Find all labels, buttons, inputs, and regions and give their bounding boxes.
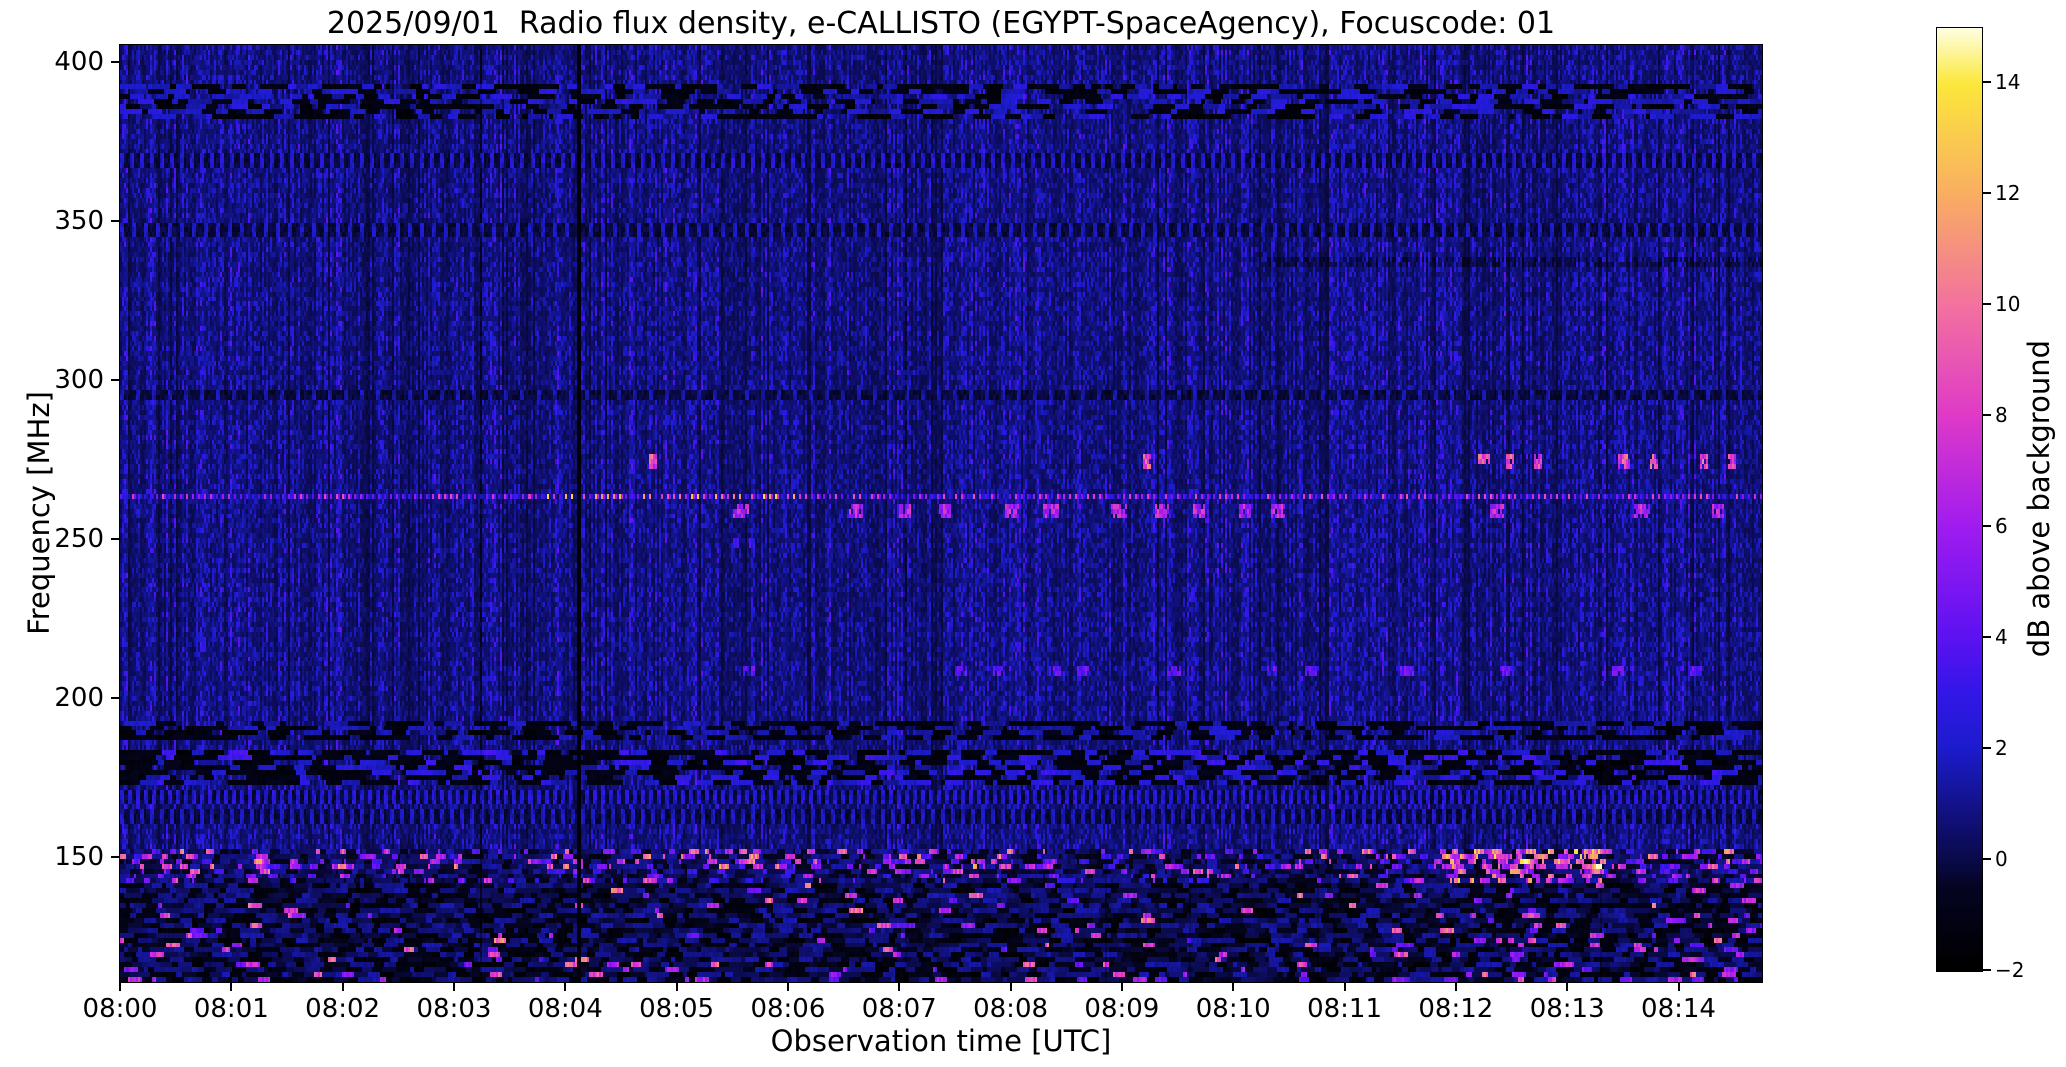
x-tick-label: 08:05 (639, 994, 715, 1024)
x-axis-label: Observation time [UTC] (770, 1024, 1112, 1058)
colorbar-tick (1983, 858, 1991, 861)
y-tick (111, 219, 120, 222)
x-tick (452, 982, 455, 991)
y-tick-label: 250 (54, 523, 104, 554)
x-tick (1009, 982, 1012, 991)
x-tick-label: 08:09 (1084, 994, 1160, 1024)
colorbar-tick-label: 2 (1995, 736, 2008, 761)
x-tick-label: 08:00 (82, 994, 158, 1024)
x-tick-label: 08:02 (305, 994, 381, 1024)
colorbar-tick (1983, 636, 1991, 639)
colorbar-tick-label: 6 (1995, 514, 2008, 539)
x-tick (119, 982, 121, 991)
plot-area (119, 44, 1763, 983)
x-tick-label: 08:04 (527, 994, 603, 1024)
colorbar-tick-label: 12 (1995, 181, 2021, 206)
x-tick-label: 08:14 (1641, 994, 1716, 1024)
colorbar (1936, 27, 1983, 972)
x-tick (341, 982, 344, 991)
colorbar-tick (1983, 525, 1991, 528)
x-tick (1120, 982, 1123, 991)
colorbar-tick-label: 4 (1995, 625, 2008, 650)
colorbar-tick-label: 14 (1995, 70, 2021, 95)
y-tick (111, 537, 120, 540)
x-tick-label: 08:03 (416, 994, 492, 1024)
x-tick (1343, 982, 1346, 991)
colorbar-tick-label: 0 (1995, 847, 2008, 872)
x-tick-label: 08:07 (861, 994, 937, 1024)
colorbar-tick (1983, 414, 1991, 417)
x-tick (1566, 982, 1569, 991)
x-tick (1232, 982, 1235, 991)
y-tick (111, 60, 120, 63)
x-tick (230, 982, 233, 991)
y-tick-label: 350 (54, 205, 104, 236)
x-tick (1677, 982, 1680, 991)
colorbar-tick (1983, 303, 1991, 306)
y-tick-label: 150 (54, 841, 104, 872)
x-tick (564, 982, 567, 991)
x-tick-label: 08:13 (1529, 994, 1605, 1024)
colorbar-tick (1983, 81, 1991, 84)
y-tick-label: 300 (54, 364, 104, 395)
colorbar-label: dB above background (2022, 339, 2056, 658)
y-tick-label: 400 (54, 46, 104, 77)
y-axis-label: Frequency [MHz] (22, 391, 56, 635)
x-tick-label: 08:11 (1307, 994, 1382, 1024)
x-tick-label: 08:01 (193, 994, 269, 1024)
colorbar-tick-label: −2 (1995, 958, 2025, 982)
colorbar-canvas (1937, 28, 1982, 971)
x-tick (1454, 982, 1457, 991)
chart-title: 2025/09/01 Radio flux density, e-CALLIST… (326, 6, 1556, 41)
y-tick-label: 200 (54, 682, 104, 713)
y-tick (111, 696, 120, 699)
x-tick-label: 08:06 (750, 994, 826, 1024)
x-tick-label: 08:10 (1195, 994, 1271, 1024)
colorbar-tick-label: 10 (1995, 292, 2021, 317)
x-tick-label: 08:08 (973, 994, 1049, 1024)
x-tick-label: 08:12 (1418, 994, 1494, 1024)
x-tick (898, 982, 901, 991)
spectrogram-canvas (120, 45, 1762, 982)
colorbar-tick-label: 8 (1995, 403, 2008, 428)
y-tick (111, 855, 120, 858)
colorbar-label-wrap: dB above background (2022, 27, 2056, 970)
x-tick (675, 982, 678, 991)
colorbar-tick (1983, 192, 1991, 195)
colorbar-tick (1983, 747, 1991, 750)
colorbar-tick (1983, 969, 1991, 971)
x-tick (786, 982, 789, 991)
y-tick (111, 378, 120, 381)
